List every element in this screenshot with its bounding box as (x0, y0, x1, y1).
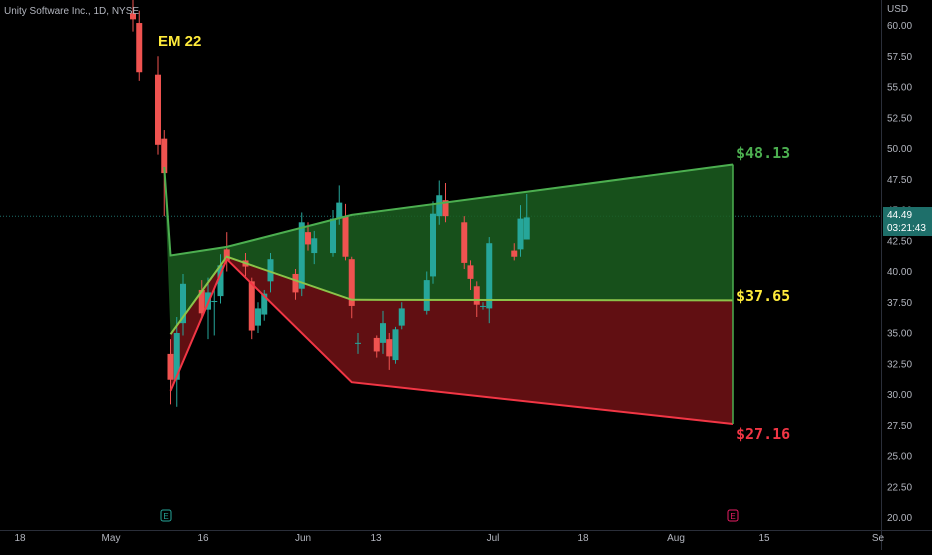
y-tick-label: 42.50 (887, 236, 912, 247)
y-tick-label: 20.00 (887, 513, 912, 524)
candle-body (392, 329, 399, 361)
x-tick-label: Jun (295, 533, 311, 544)
candle-body (211, 301, 218, 303)
y-tick-label: 50.00 (887, 144, 912, 155)
last-price: 44.49 (887, 210, 913, 221)
candle-body (223, 249, 230, 261)
y-tick-label: 47.50 (887, 175, 912, 186)
x-tick-label: Jul (487, 533, 500, 544)
y-tick-label: 25.00 (887, 452, 912, 463)
candle-body (511, 250, 518, 257)
upper-target-label: $48.13 (736, 144, 791, 163)
y-tick-label: 27.50 (887, 421, 912, 432)
candle-body (311, 238, 318, 254)
candle-body (342, 216, 349, 257)
y-tick-label: 30.00 (887, 390, 912, 401)
candle-body (180, 283, 186, 324)
candle-body (430, 213, 436, 277)
candle-body (398, 308, 405, 326)
x-tick-label: 18 (577, 533, 589, 544)
candle-body (380, 323, 386, 343)
candle-body (161, 138, 168, 174)
candle-body (486, 243, 493, 309)
x-tick-label: 15 (758, 533, 770, 544)
candle-body (198, 289, 205, 314)
y-tick-label: 22.50 (887, 482, 912, 493)
candle-body (355, 342, 361, 344)
y-tick-label: 32.50 (887, 359, 912, 370)
candle-body (330, 218, 336, 254)
candle-body (442, 200, 449, 217)
candle-body (217, 265, 224, 297)
candle-body (517, 218, 524, 250)
candle-body (255, 308, 261, 326)
candle-body (373, 337, 380, 352)
earnings-marker-label: E (163, 512, 168, 521)
candle-body (473, 286, 480, 305)
candle-body (436, 195, 443, 217)
chart-title: Unity Software Inc., 1D, NYSE (4, 6, 140, 17)
x-tick-label: 13 (370, 533, 382, 544)
candle-body (386, 339, 393, 357)
candle-body (173, 333, 180, 380)
middle-line (169, 255, 734, 335)
x-tick-label: May (102, 533, 121, 544)
candle-body (267, 259, 274, 282)
y-tick-label: 40.00 (887, 267, 912, 278)
y-tick-label: 60.00 (887, 21, 912, 32)
y-tick-label: 35.00 (887, 329, 912, 340)
candle-body (167, 353, 174, 380)
y-tick-label: 57.50 (887, 52, 912, 63)
lower-band-fill (170, 256, 733, 425)
x-tick-label: Se (872, 533, 885, 544)
y-tick-label: 52.50 (887, 113, 912, 124)
y-tick-label: 37.50 (887, 298, 912, 309)
last-price-badge: 44.49 03:21:43 (883, 207, 932, 236)
candle-body (130, 13, 136, 20)
bar-countdown: 03:21:43 (887, 223, 926, 234)
upper-line (163, 163, 734, 257)
candle-body (261, 293, 268, 315)
candle-body (136, 23, 143, 73)
candle-body (467, 265, 474, 279)
earnings-marker-label: E (730, 512, 735, 521)
candle-body (248, 281, 255, 331)
earnings-marker (160, 509, 172, 522)
candle-body (298, 222, 305, 289)
candle-body (305, 232, 311, 245)
candle-body (292, 273, 299, 293)
candle-body (155, 74, 161, 145)
candle-body (523, 217, 530, 240)
y-tick-label: 55.00 (887, 83, 912, 94)
x-tick-label: 18 (14, 533, 26, 544)
x-tick-label: 16 (197, 533, 209, 544)
x-tick-label: Aug (667, 533, 685, 544)
currency-label: USD (887, 4, 909, 15)
lower-line (169, 257, 734, 426)
candle-body (423, 280, 430, 311)
upper-band-fill (164, 164, 733, 335)
earnings-marker (727, 509, 739, 522)
candle-body (480, 305, 486, 307)
candle-body (348, 259, 355, 306)
candle-body (461, 222, 468, 263)
em-annotation: EM 22 (158, 33, 202, 50)
lower-target-label: $27.16 (736, 424, 791, 443)
mid-target-label: $37.65 (736, 287, 791, 306)
candle-body (336, 202, 343, 219)
